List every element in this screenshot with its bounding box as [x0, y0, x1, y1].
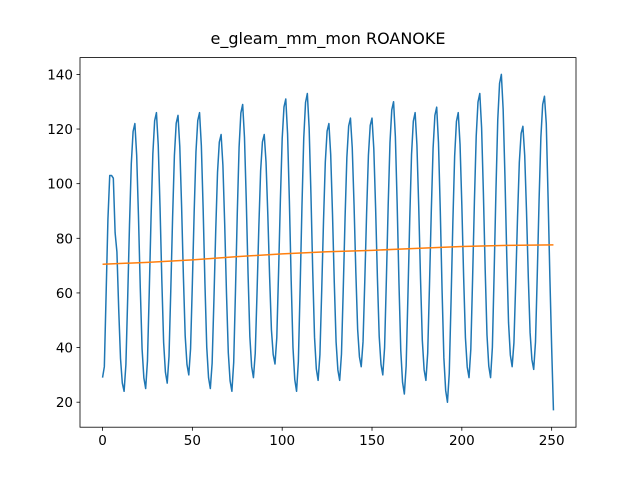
x-tick-label: 50	[184, 433, 201, 449]
y-tick-label: 20	[56, 395, 73, 411]
x-tick-label: 150	[359, 433, 385, 449]
y-tick-label: 80	[56, 231, 73, 247]
y-tick-label: 60	[56, 286, 73, 302]
y-tick-label: 120	[47, 122, 73, 138]
x-tick-label: 200	[449, 433, 475, 449]
plot-frame	[79, 57, 577, 428]
y-tick-label: 40	[56, 341, 73, 357]
data-line	[101, 73, 555, 411]
y-tick-label: 140	[47, 67, 73, 83]
x-tick-label: 0	[98, 433, 107, 449]
x-tick-label: 250	[539, 433, 565, 449]
data-line	[102, 244, 554, 265]
y-tick-label: 100	[47, 177, 73, 193]
chart-title: e_gleam_mm_mon ROANOKE	[211, 29, 446, 49]
x-tick-label: 100	[269, 433, 295, 449]
